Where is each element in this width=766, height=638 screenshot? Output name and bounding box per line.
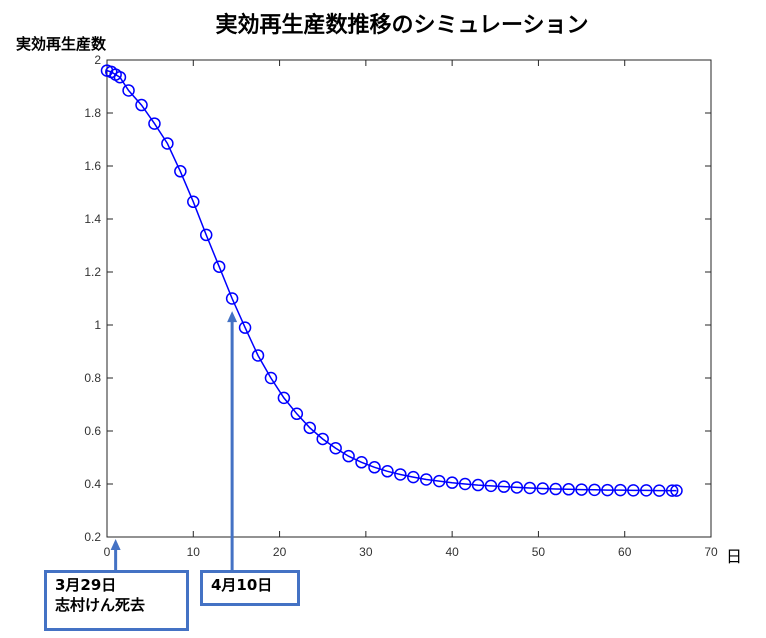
data-point-5 xyxy=(135,98,148,112)
y-tick-label-5: 1.2 xyxy=(84,265,101,279)
data-point-29 xyxy=(445,476,459,489)
data-point-6 xyxy=(148,117,161,130)
y-tick-label-1: 0.4 xyxy=(84,477,101,491)
y-tick-label-2: 0.6 xyxy=(84,424,101,438)
chart-title: 実効再生産数推移のシミュレーション xyxy=(215,12,588,38)
data-point-32 xyxy=(484,479,498,493)
y-tick-label-4: 1 xyxy=(94,318,101,332)
x-tick-label-5: 50 xyxy=(532,545,546,559)
data-point-15 xyxy=(264,371,278,385)
y-tick-label-8: 1.8 xyxy=(84,106,101,120)
data-point-41 xyxy=(601,483,614,497)
x-tick-label-6: 60 xyxy=(618,545,632,559)
data-point-43 xyxy=(627,484,640,497)
data-point-16 xyxy=(277,391,291,405)
data-point-21 xyxy=(342,449,355,463)
data-point-46 xyxy=(665,484,679,497)
y-ticks: 0.2 0.4 0.6 0.8 1 1.2 1.4 1.6 1.8 2 xyxy=(84,53,711,544)
ann-mar29-line2: 志村けん死去 xyxy=(55,596,146,614)
data-point-10 xyxy=(199,228,213,242)
data-point-38 xyxy=(562,483,575,496)
y-axis-label: 実効再生産数 xyxy=(16,35,107,53)
y-tick-label-3: 0.8 xyxy=(84,371,101,385)
data-point-23 xyxy=(368,461,381,474)
ann-apr10: 4月10日 xyxy=(200,570,300,606)
data-point-25 xyxy=(394,468,407,481)
x-tick-label-4: 40 xyxy=(445,545,459,559)
data-point-33 xyxy=(497,480,511,493)
data-point-28 xyxy=(432,474,446,488)
x-tick-label-1: 10 xyxy=(187,545,201,559)
data-point-4 xyxy=(122,84,135,97)
data-point-12 xyxy=(225,292,239,305)
data-point-9 xyxy=(187,195,200,209)
data-point-34 xyxy=(510,481,524,494)
y-tick-label-0: 0.2 xyxy=(84,530,101,544)
ann-mar29-line1: 3月29日 xyxy=(55,576,117,594)
data-point-36 xyxy=(536,482,549,495)
y-tick-label-6: 1.4 xyxy=(84,212,101,226)
ann-apr10-arrow-head xyxy=(227,311,238,323)
data-point-19 xyxy=(316,432,329,446)
data-point-37 xyxy=(549,482,562,496)
data-point-30 xyxy=(458,477,472,491)
ann-mar29-arrow-head xyxy=(110,539,121,550)
data-point-31 xyxy=(471,478,485,492)
x-tick-label-0: 0 xyxy=(104,545,111,559)
data-point-40 xyxy=(588,483,601,497)
plot-frame xyxy=(106,59,712,538)
data-point-11 xyxy=(212,260,226,273)
x-tick-label-2: 20 xyxy=(273,545,287,559)
x-axis-unit: 日 xyxy=(726,547,742,566)
data-point-44 xyxy=(640,484,653,497)
data-point-18 xyxy=(303,421,317,435)
series-polyline xyxy=(106,69,677,492)
data-point-13 xyxy=(238,321,252,334)
data-point-22 xyxy=(355,456,368,469)
data-point-35 xyxy=(523,481,537,495)
data-point-47 xyxy=(670,484,683,497)
data-point-45 xyxy=(652,484,666,497)
annotation-arrows xyxy=(110,311,238,570)
x-ticks: 0 10 20 30 40 50 60 70 xyxy=(104,60,718,559)
y-tick-label-9: 2 xyxy=(94,53,101,67)
data-point-26 xyxy=(407,470,420,484)
data-point-39 xyxy=(575,483,588,496)
data-point-27 xyxy=(420,473,433,486)
x-tick-label-7: 70 xyxy=(704,545,718,559)
x-tick-label-3: 30 xyxy=(359,545,373,559)
data-point-42 xyxy=(614,483,627,497)
ann-apr10-line1: 4月10日 xyxy=(211,576,273,594)
data-point-8 xyxy=(174,165,187,178)
ann-mar29: 3月29日 志村けん死去 xyxy=(44,570,189,631)
data-point-3 xyxy=(113,70,127,84)
data-point-17 xyxy=(290,407,304,421)
data-point-7 xyxy=(161,137,174,150)
data-point-24 xyxy=(381,465,394,478)
series-line xyxy=(100,64,683,497)
data-point-14 xyxy=(251,349,265,362)
data-point-20 xyxy=(329,441,342,455)
y-tick-label-7: 1.6 xyxy=(84,159,101,173)
